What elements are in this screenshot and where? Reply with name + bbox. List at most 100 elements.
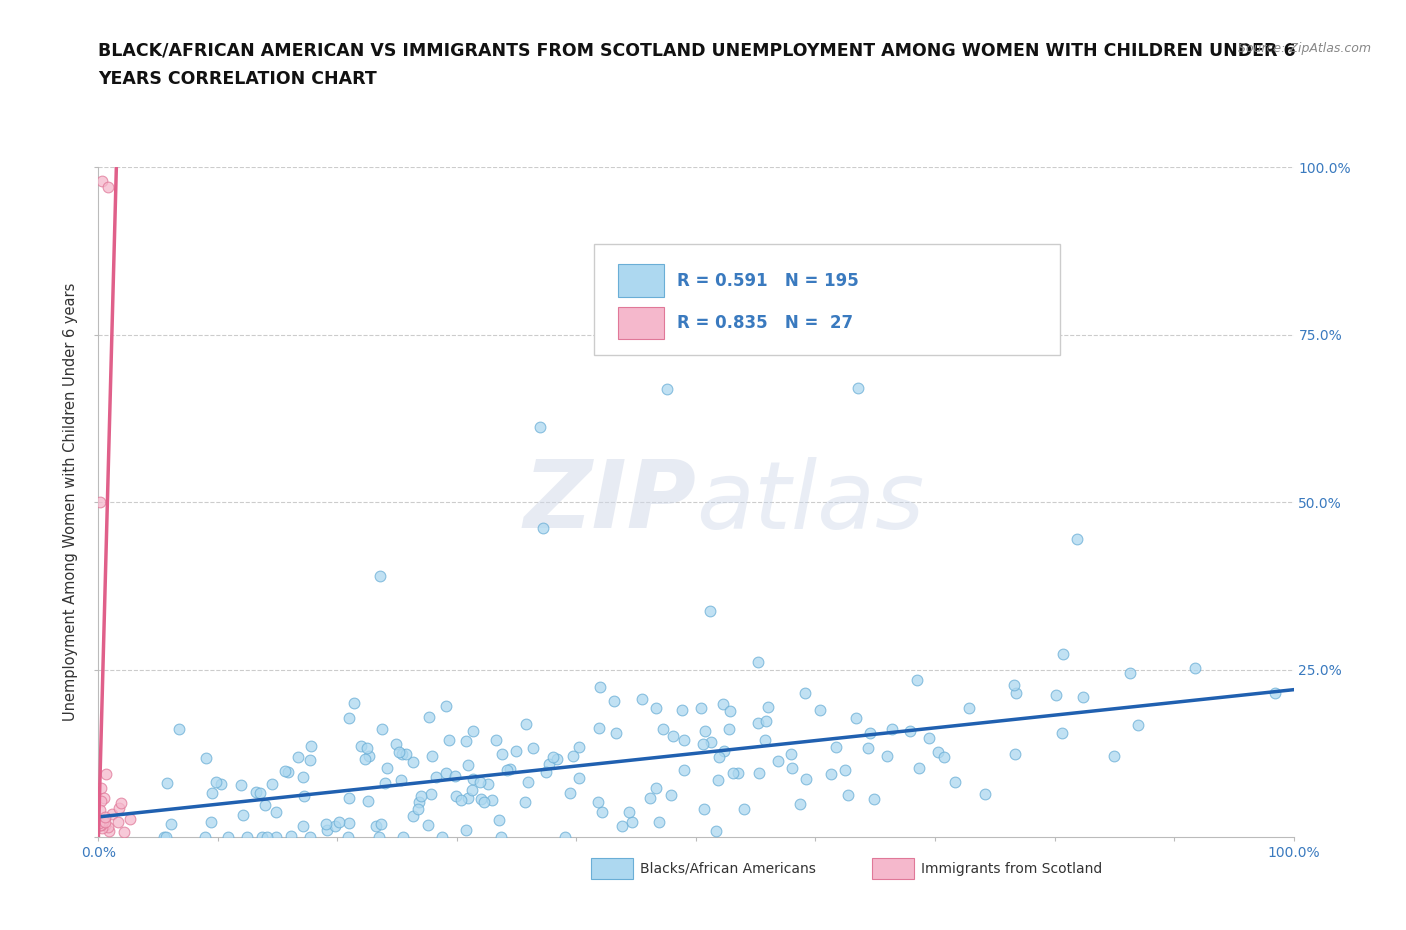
- Point: [522, 740, 544, 755]
- Point: [292, 818, 315, 833]
- Point: [389, 772, 412, 787]
- Point: [454, 734, 477, 749]
- Point: [707, 773, 730, 788]
- Point: [91, 821, 114, 836]
- Point: [568, 740, 591, 755]
- Point: [747, 716, 769, 731]
- Point: [93, 813, 115, 828]
- Point: [434, 766, 457, 781]
- Point: [91, 173, 114, 188]
- Point: [700, 735, 723, 750]
- Point: [277, 764, 299, 779]
- Point: [374, 776, 396, 790]
- Point: [107, 801, 129, 816]
- Point: [491, 747, 513, 762]
- Point: [671, 702, 693, 717]
- Point: [693, 801, 716, 816]
- Point: [655, 381, 678, 396]
- Point: [420, 749, 443, 764]
- Point: [402, 754, 425, 769]
- Point: [859, 725, 882, 740]
- Point: [245, 784, 267, 799]
- Text: R = 0.835   N =  27: R = 0.835 N = 27: [676, 314, 853, 332]
- Point: [209, 777, 232, 791]
- Point: [385, 737, 408, 751]
- Point: [357, 793, 380, 808]
- Point: [375, 761, 398, 776]
- Point: [316, 822, 339, 837]
- Point: [388, 745, 411, 760]
- Point: [299, 752, 322, 767]
- Point: [837, 788, 859, 803]
- Point: [101, 807, 124, 822]
- Point: [515, 717, 537, 732]
- Point: [711, 697, 734, 711]
- Point: [1184, 660, 1206, 675]
- Point: [661, 729, 683, 744]
- Point: [496, 762, 519, 777]
- Point: [461, 782, 484, 797]
- Point: [155, 830, 177, 844]
- Point: [808, 703, 831, 718]
- Point: [90, 781, 112, 796]
- Point: [673, 733, 696, 748]
- Point: [425, 770, 447, 785]
- Point: [498, 762, 520, 777]
- Point: [391, 747, 413, 762]
- Point: [484, 733, 506, 748]
- Point: [420, 787, 443, 802]
- Point: [693, 724, 716, 738]
- Point: [1045, 687, 1067, 702]
- Point: [97, 180, 120, 195]
- Text: Source: ZipAtlas.com: Source: ZipAtlas.com: [1237, 42, 1371, 55]
- Point: [844, 711, 866, 725]
- Point: [477, 777, 499, 791]
- Point: [402, 808, 425, 823]
- Point: [256, 830, 278, 844]
- Point: [918, 731, 941, 746]
- Point: [718, 703, 741, 718]
- Point: [444, 769, 467, 784]
- Point: [97, 819, 120, 834]
- Point: [337, 790, 360, 805]
- Point: [605, 725, 627, 740]
- Point: [371, 722, 394, 737]
- Point: [437, 733, 460, 748]
- Point: [359, 749, 381, 764]
- Point: [364, 818, 387, 833]
- Point: [537, 757, 560, 772]
- Point: [260, 777, 283, 791]
- Point: [717, 722, 740, 737]
- Point: [1264, 686, 1286, 701]
- Text: atlas: atlas: [696, 457, 924, 548]
- Point: [93, 790, 115, 805]
- Point: [287, 750, 309, 764]
- Point: [894, 334, 917, 349]
- Point: [350, 738, 373, 753]
- Point: [1126, 718, 1149, 733]
- Point: [1005, 685, 1028, 700]
- Point: [630, 692, 652, 707]
- Point: [880, 722, 903, 737]
- Point: [727, 765, 749, 780]
- Point: [713, 743, 735, 758]
- Point: [93, 810, 115, 825]
- Point: [463, 772, 485, 787]
- Point: [846, 380, 869, 395]
- Point: [120, 812, 142, 827]
- Point: [692, 737, 714, 751]
- Point: [368, 568, 391, 583]
- Point: [706, 824, 728, 839]
- Point: [367, 830, 389, 844]
- Point: [905, 673, 928, 688]
- Point: [789, 797, 811, 812]
- Point: [610, 818, 633, 833]
- Point: [586, 795, 609, 810]
- Point: [280, 829, 302, 844]
- Point: [754, 713, 776, 728]
- Point: [481, 792, 503, 807]
- Text: Immigrants from Scotland: Immigrants from Scotland: [921, 861, 1102, 876]
- Point: [94, 817, 117, 832]
- Point: [254, 798, 277, 813]
- Point: [457, 790, 479, 805]
